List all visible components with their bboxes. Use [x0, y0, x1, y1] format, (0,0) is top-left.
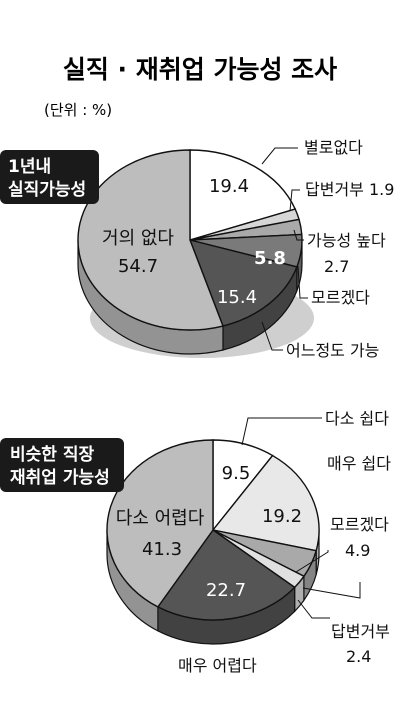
slice-label: 모르겠다 [330, 515, 389, 534]
pie-chart-reemployment [106, 439, 320, 645]
slice-label: 다소 어렵다 [116, 508, 205, 529]
leader-line [261, 147, 298, 165]
pie-slice [106, 439, 214, 608]
slice-label: 답변거부 1.9 [305, 180, 394, 199]
badge-reemployment-line1: 비슷한 직장 [10, 445, 94, 465]
slice-label: 모르겠다 [311, 288, 370, 307]
leader-line [297, 599, 330, 619]
badge-unemployment-line2: 실직가능성 [8, 180, 86, 200]
slice-label: 가능성 높다 [307, 231, 386, 250]
badge-unemployment-line1: 1년내 [8, 157, 51, 177]
leader-lines-unemployment [261, 147, 308, 351]
chart-title: 실직 · 재취업 가능성 조사 [63, 55, 337, 84]
pie-chart-unemployment [77, 149, 314, 358]
slice-label: 매우 어렵다 [178, 656, 257, 675]
leader-line [302, 582, 361, 599]
slice-label: 어느정도 가능 [286, 341, 379, 360]
leader-line [295, 550, 329, 573]
slice-value: 41.3 [142, 539, 182, 560]
slice-value: 22.7 [206, 580, 246, 601]
badge-unemployment [0, 150, 99, 204]
unit-label: (단위 : %) [44, 101, 112, 119]
pie-slice [77, 149, 224, 331]
slice-label: 다소 쉽다 [325, 409, 389, 428]
leader-line [297, 265, 308, 299]
badge-reemployment-line2: 재취업 가능성 [10, 467, 110, 488]
pie-slice [211, 454, 320, 552]
badge-reemployment [0, 438, 124, 492]
slice-value: 54.7 [118, 256, 158, 277]
slice-value: 15.4 [217, 287, 257, 308]
slice-value: 19.4 [209, 176, 249, 197]
slice-value: 9.5 [222, 463, 251, 484]
slice-label: 매우 쉽다 [327, 454, 391, 473]
slice-value: 2.7 [324, 257, 349, 276]
leader-line [261, 321, 283, 351]
leader-line [289, 189, 300, 212]
slice-label: 답변거부 [331, 622, 390, 641]
slice-label: 별로없다 [304, 138, 363, 157]
leader-line [293, 229, 304, 241]
pie-slice [156, 529, 296, 621]
slice-label: 거의 없다 [102, 228, 174, 249]
leader-line [241, 417, 322, 446]
leader-lines-reemployment [241, 417, 361, 619]
slice-value: 2.4 [346, 647, 371, 666]
pie-slice [188, 238, 298, 327]
slice-value: 19.2 [262, 506, 302, 527]
slice-value: 5.8 [254, 248, 286, 269]
slice-value: 4.9 [345, 541, 370, 560]
